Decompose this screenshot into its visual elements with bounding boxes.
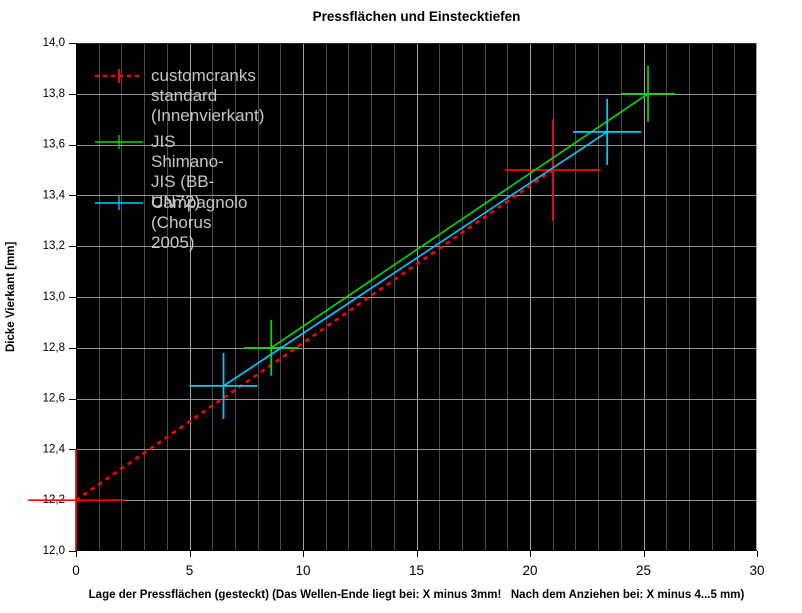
series-1 [243,65,676,376]
x-tick-label: 20 [522,563,537,578]
x-axis-title: Lage der Pressflächen (gesteckt) (Das We… [88,589,745,601]
y-tick-label: 13,2 [43,240,65,252]
y-tick-label: 12,6 [43,393,65,405]
series-0 [28,119,601,551]
x-tick-label: 0 [72,563,80,578]
x-tick-label: 10 [295,563,310,578]
series-line [270,93,649,349]
y-tick-label: 13,4 [43,189,66,201]
y-tick-label: 12,0 [43,545,65,557]
y-tick-label: 14,0 [43,37,65,49]
chart-title: Pressflächen und Einstecktiefen [312,9,521,24]
axis-ticks [69,43,758,557]
x-tick-label: 5 [186,563,194,578]
series-line [223,131,608,387]
x-tick-label: 15 [409,563,424,578]
y-tick-label: 13,6 [43,139,65,151]
x-tick-label: 30 [749,563,764,578]
x-tick-label: 25 [636,563,651,578]
y-tick-label: 12,4 [43,443,66,455]
series-2 [189,98,642,419]
y-tick-label: 13,0 [43,291,65,303]
y-tick-label: 12,8 [43,342,65,354]
gridlines [76,43,757,551]
y-tick-label: 13,8 [43,88,65,100]
series-line [75,168,554,502]
